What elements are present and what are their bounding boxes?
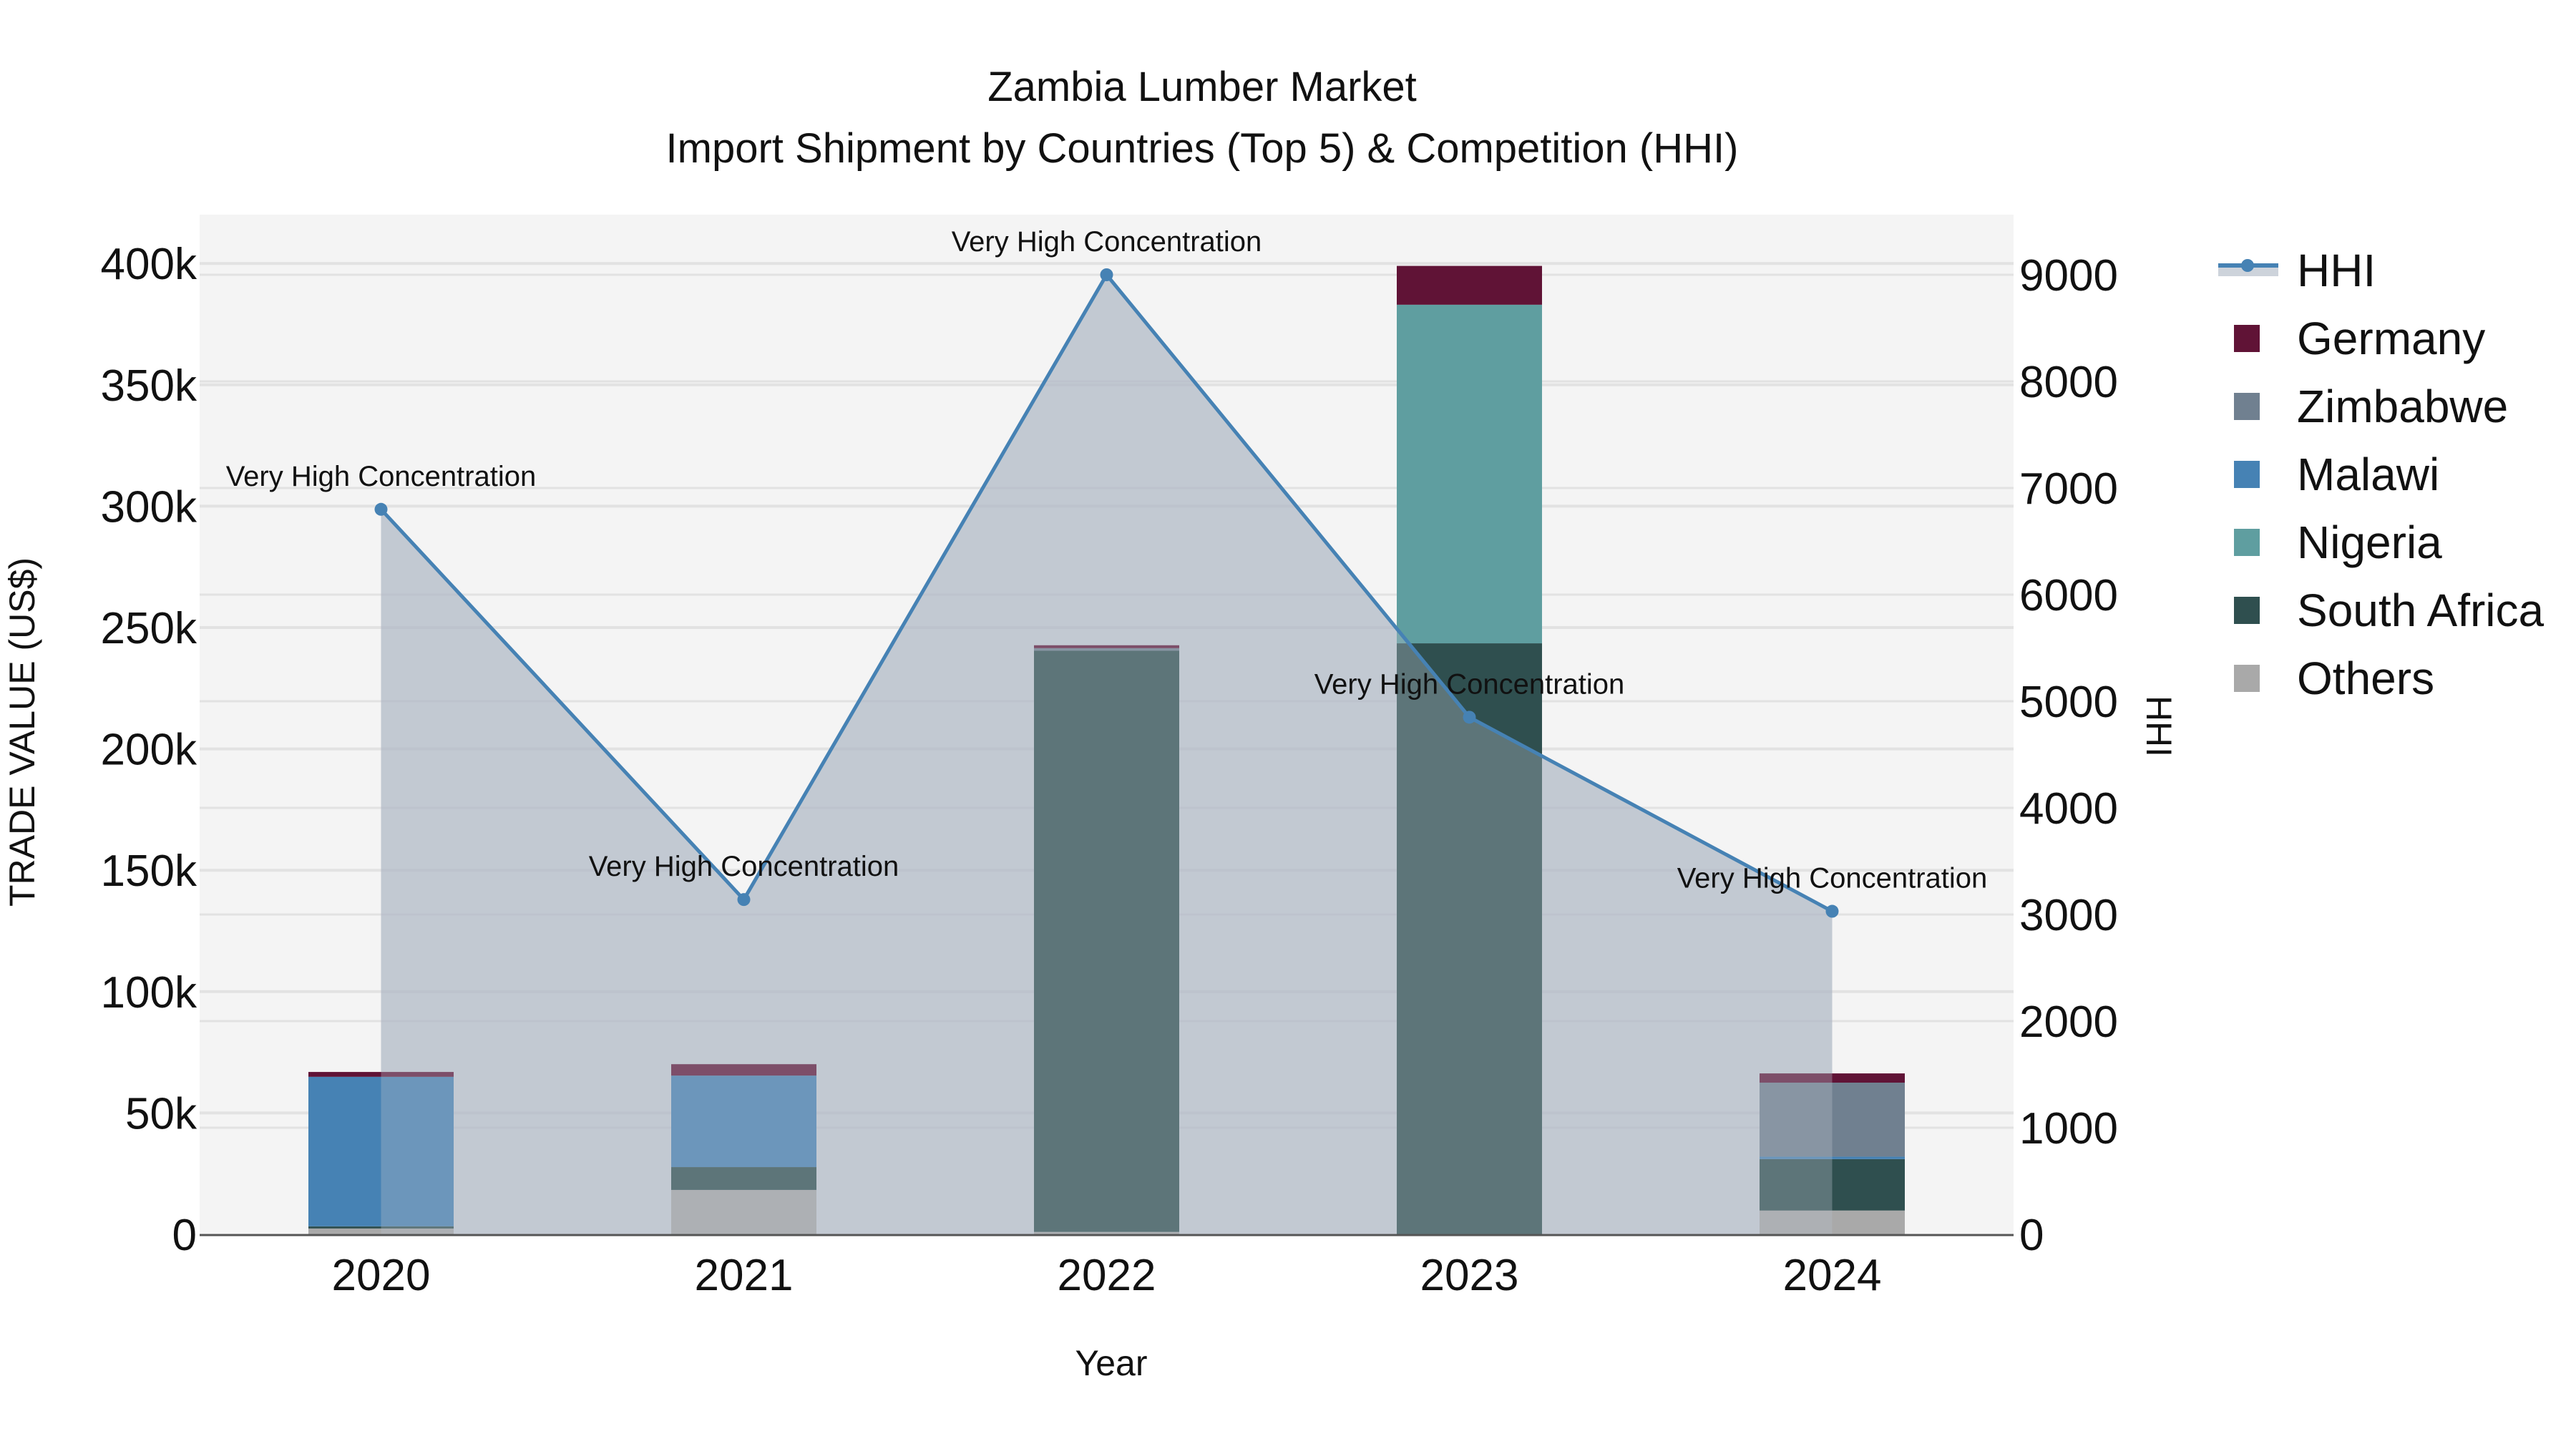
bar-segment-malawi-2020	[308, 1076, 454, 1226]
stacked-bars	[308, 265, 1905, 1234]
hhi-area-overlay	[381, 275, 1833, 1234]
color-swatch-icon	[2215, 453, 2280, 496]
y-tick-label: 50k	[125, 1089, 197, 1138]
legend-label: Nigeria	[2297, 516, 2442, 568]
x-tick-label: 2024	[1783, 1251, 1882, 1300]
y2-tick-label: 0	[2019, 1211, 2044, 1260]
y2-tick-label: 7000	[2019, 464, 2118, 514]
legend-item-germany[interactable]: Germany	[2215, 304, 2544, 372]
bar-segment-zimbabwe-2022	[1034, 648, 1179, 651]
y2-tick-label: 2000	[2019, 997, 2118, 1047]
y2-tick-label: 5000	[2019, 678, 2118, 727]
bar-segment-nigeria-2023	[1397, 304, 1542, 644]
hhi-point-2024	[1825, 904, 1839, 918]
y2-tick-label: 3000	[2019, 891, 2118, 940]
hhi-annotation: Very High Concentration	[226, 461, 537, 492]
y2-axis-title: HHI	[2139, 696, 2179, 757]
hhi-point-2022	[1100, 268, 1113, 281]
bar-segment-malawi-2021	[671, 1075, 816, 1168]
hhi-annotation: Very High Concentration	[1314, 668, 1625, 700]
y2-axis-ticks: 0 1000 2000 3000 4000 5000 6000 7000 8000 9000	[2019, 251, 2118, 1260]
y-tick-label: 400k	[101, 240, 197, 289]
color-swatch-icon	[2215, 385, 2280, 428]
bar-segment-others-2022	[1034, 1231, 1179, 1234]
bar-segment-germany-2024	[1760, 1073, 1905, 1083]
x-tick-label: 2021	[695, 1251, 794, 1300]
hhi-point-2020	[374, 502, 388, 516]
bar-segment-others-2020	[308, 1228, 454, 1234]
y-tick-label: 150k	[101, 847, 197, 896]
bar-segment-others-2024	[1760, 1210, 1905, 1234]
bar-segment-germany-2023	[1397, 265, 1542, 305]
color-swatch-icon	[2215, 589, 2280, 632]
x-tick-label: 2023	[1420, 1251, 1519, 1300]
x-axis-title: Year	[1075, 1343, 1147, 1383]
legend-item-others[interactable]: Others	[2215, 644, 2544, 712]
legend-label: Malawi	[2297, 448, 2440, 500]
y2-tick-label: 9000	[2019, 251, 2118, 301]
bar-segment-south-africa-2024	[1760, 1158, 1905, 1211]
chart-title: Zambia Lumber Market	[987, 64, 1417, 110]
legend-item-south-africa[interactable]: South Africa	[2215, 576, 2544, 644]
y-tick-label: 0	[172, 1211, 197, 1260]
y-tick-label: 250k	[101, 604, 197, 653]
y-tick-label: 200k	[101, 726, 197, 775]
legend-label: HHI	[2297, 244, 2376, 296]
bar-segment-others-2021	[671, 1189, 816, 1234]
hhi-annotation: Very High Concentration	[1677, 863, 1988, 894]
y-tick-label: 350k	[101, 361, 197, 411]
bar-segment-zimbabwe-2024	[1760, 1083, 1905, 1157]
hhi-point-2021	[737, 893, 751, 907]
x-tick-label: 2020	[332, 1251, 431, 1300]
x-axis-ticks: 2020 2021 2022 2023 2024	[332, 1251, 1882, 1300]
bar-segment-south-africa-2020	[308, 1226, 454, 1229]
bar-segment-germany-2020	[308, 1072, 454, 1077]
y-tick-label: 100k	[101, 968, 197, 1018]
hhi-annotation: Very High Concentration	[589, 851, 899, 882]
bar-segment-germany-2021	[671, 1064, 816, 1076]
x-tick-label: 2022	[1058, 1251, 1156, 1300]
hhi-markers	[374, 268, 1839, 918]
legend-label: South Africa	[2297, 584, 2545, 636]
chart-subtitle: Import Shipment by Countries (Top 5) & C…	[665, 125, 1739, 172]
legend-item-nigeria[interactable]: Nigeria	[2215, 508, 2544, 576]
line-marker-icon	[2215, 249, 2280, 292]
hhi-point-2023	[1463, 711, 1476, 724]
bar-segment-south-africa-2022	[1034, 650, 1179, 1232]
hhi-annotations: Very High Concentration Very High Concent…	[226, 226, 1988, 894]
y2-tick-label: 4000	[2019, 784, 2118, 834]
bar-segment-south-africa-2021	[671, 1167, 816, 1190]
hhi-annotation: Very High Concentration	[952, 226, 1262, 258]
bar-segment-malawi-2024	[1760, 1156, 1905, 1159]
bar-segment-germany-2022	[1034, 645, 1179, 648]
legend-label: Germany	[2297, 312, 2486, 364]
legend-label: Zimbabwe	[2297, 380, 2509, 432]
color-swatch-icon	[2215, 521, 2280, 564]
y2-tick-label: 6000	[2019, 571, 2118, 620]
legend-item-malawi[interactable]: Malawi	[2215, 440, 2544, 508]
color-swatch-icon	[2215, 657, 2280, 700]
y2-tick-label: 8000	[2019, 358, 2118, 407]
y-axis-title: TRADE VALUE (US$)	[2, 557, 42, 907]
legend-item-zimbabwe[interactable]: Zimbabwe	[2215, 372, 2544, 440]
y2-tick-label: 1000	[2019, 1104, 2118, 1153]
legend-label: Others	[2297, 652, 2435, 704]
color-swatch-icon	[2215, 317, 2280, 360]
y-tick-label: 300k	[101, 482, 197, 532]
y-axis-ticks: 0 50k 100k 150k 200k 250k 300k 350k 400k	[101, 240, 197, 1260]
legend: HHI Germany Zimbabwe Malawi Nigeria South Afr…	[2215, 236, 2544, 712]
legend-item-hhi[interactable]: HHI	[2215, 236, 2544, 304]
